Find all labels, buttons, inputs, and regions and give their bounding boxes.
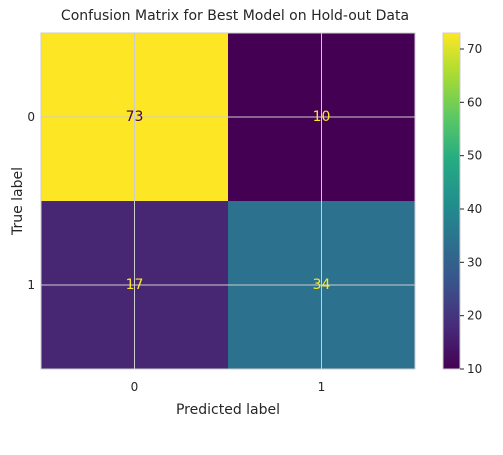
y-axis-ticks: 01 (27, 110, 35, 292)
colorbar (442, 32, 461, 370)
x-tick-label: 0 (131, 380, 139, 394)
cell-value-label-1-0: 17 (126, 277, 144, 293)
cell-value-labels: 73 10 17 34 (126, 109, 331, 293)
colorbar-tick-label: 40 (467, 202, 482, 216)
plot-frame (40, 32, 416, 370)
cell-value-label-0-1: 10 (313, 109, 331, 125)
colorbar-tick-label: 70 (467, 42, 482, 56)
cell-value-label-1-1: 34 (313, 277, 331, 293)
colorbar-tick-label: 50 (467, 149, 482, 163)
x-tick-label: 1 (318, 380, 326, 394)
y-axis-label: True label (10, 167, 26, 236)
grid-lines (41, 33, 415, 369)
chart-title: Confusion Matrix for Best Model on Hold-… (61, 8, 409, 24)
colorbar-tick-label: 20 (467, 309, 482, 323)
heatmap-cells (41, 33, 415, 369)
cell-value-label-0-0: 73 (126, 109, 144, 125)
x-axis-label: Predicted label (176, 402, 280, 418)
colorbar-tick-label: 10 (467, 362, 482, 376)
y-tick-label: 1 (27, 278, 35, 292)
colorbar-tick-label: 60 (467, 95, 482, 109)
colorbar-tick-label: 30 (467, 255, 482, 269)
colorbar-ticks: 10 20 30 40 50 60 70 (460, 42, 482, 376)
y-tick-label: 0 (27, 110, 35, 124)
